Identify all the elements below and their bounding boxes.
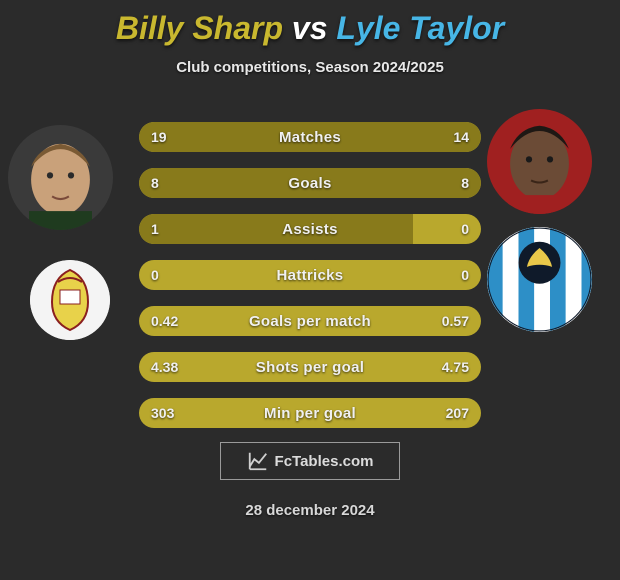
player1-avatar <box>8 125 113 230</box>
season-subtitle: Club competitions, Season 2024/2025 <box>0 59 620 76</box>
comparison-title: Billy Sharp vs Lyle Taylor <box>0 0 620 47</box>
player2-face-icon <box>487 109 592 214</box>
stat-bars: 1914Matches 88Goals 10Assists 00Hattricks 0.… <box>139 122 481 444</box>
club2-crest-icon <box>487 227 592 332</box>
player2-avatar <box>487 109 592 214</box>
footer-brand-text: FcTables.com <box>275 453 374 470</box>
fctables-logo[interactable]: FcTables.com <box>220 442 400 480</box>
stat-row: 00Hattricks <box>139 260 481 290</box>
stat-row: 1914Matches <box>139 122 481 152</box>
player1-club-crest <box>30 260 110 340</box>
player2-club-crest <box>487 227 592 332</box>
stat-label: Assists <box>139 214 481 244</box>
stat-label: Hattricks <box>139 260 481 290</box>
stat-label: Shots per goal <box>139 352 481 382</box>
stat-row: 303207Min per goal <box>139 398 481 428</box>
stat-row: 4.384.75Shots per goal <box>139 352 481 382</box>
player2-name: Lyle Taylor <box>336 10 504 46</box>
club1-crest-icon <box>30 260 110 340</box>
stat-label: Goals per match <box>139 306 481 336</box>
vs-text: vs <box>292 10 328 46</box>
chart-icon <box>247 450 269 472</box>
stat-row: 0.420.57Goals per match <box>139 306 481 336</box>
stat-row: 10Assists <box>139 214 481 244</box>
stat-label: Goals <box>139 168 481 198</box>
player1-face-icon <box>8 125 113 230</box>
stat-label: Matches <box>139 122 481 152</box>
footer-date: 28 december 2024 <box>0 502 620 519</box>
stat-label: Min per goal <box>139 398 481 428</box>
stat-row: 88Goals <box>139 168 481 198</box>
player1-name: Billy Sharp <box>116 10 283 46</box>
